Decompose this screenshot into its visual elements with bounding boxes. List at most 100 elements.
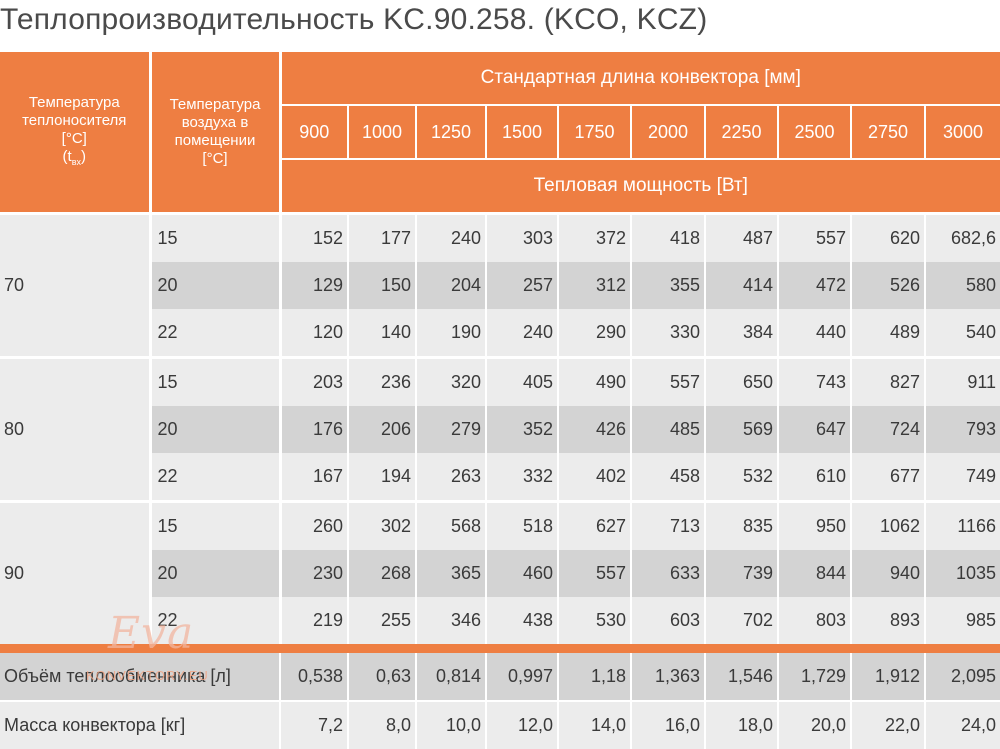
header-length-1500: 1500 <box>486 105 559 160</box>
power-value-cell: 557 <box>778 213 852 262</box>
table-row: 22 219 255 346 438 530 603 702 803 893 985 <box>0 597 1000 644</box>
power-value-cell: 167 <box>280 453 349 503</box>
volume-row-value: 1,363 <box>631 653 706 702</box>
power-value-cell: 203 <box>280 357 349 406</box>
power-value-cell: 204 <box>416 262 487 309</box>
air-temp-cell: 20 <box>150 550 282 597</box>
table-row: 90 15 260 302 568 518 627 713 835 950 1062 1166 <box>0 501 1000 644</box>
power-value-cell: 724 <box>851 406 926 453</box>
header-length-2500: 2500 <box>778 105 852 160</box>
power-value-cell: 610 <box>778 453 852 503</box>
power-value-cell: 489 <box>851 309 926 359</box>
table-row: 22 120 140 190 240 290 330 384 440 489 540 <box>0 309 1000 359</box>
header-length-3000: 3000 <box>925 105 1000 160</box>
mass-row-value: 22,0 <box>851 701 926 749</box>
power-value-cell: 677 <box>851 453 926 503</box>
water-temp-cell: 80 <box>0 357 152 503</box>
power-value-cell: 540 <box>925 309 1000 359</box>
power-value-cell: 518 <box>486 501 559 550</box>
power-value-cell: 682,6 <box>925 213 1000 262</box>
air-temp-cell: 22 <box>150 309 282 359</box>
table-row: 20 176 206 279 352 426 485 569 647 724 793 <box>0 406 1000 453</box>
header-length-1000: 1000 <box>348 105 417 160</box>
power-value-cell: 346 <box>416 597 487 644</box>
power-value-cell: 458 <box>631 453 706 503</box>
power-value-cell: 532 <box>705 453 779 503</box>
power-value-cell: 557 <box>558 550 632 597</box>
power-value-cell: 230 <box>280 550 349 597</box>
table-row: 70 15 152 177 240 303 372 418 487 557 620 682,6 <box>0 213 1000 359</box>
air-temp-cell: 20 <box>150 262 282 309</box>
power-value-cell: 255 <box>348 597 417 644</box>
air-temp-cell: 15 <box>150 501 282 550</box>
volume-row-label: Объём теплообменника [л] <box>0 653 281 702</box>
power-value-cell: 633 <box>631 550 706 597</box>
power-value-cell: 384 <box>705 309 779 359</box>
power-value-cell: 844 <box>778 550 852 597</box>
power-value-cell: 190 <box>416 309 487 359</box>
power-value-cell: 940 <box>851 550 926 597</box>
power-value-cell: 893 <box>851 597 926 644</box>
power-value-cell: 803 <box>778 597 852 644</box>
power-value-cell: 320 <box>416 357 487 406</box>
air-temp-cell: 15 <box>150 357 282 406</box>
mass-row-value: 12,0 <box>486 701 559 749</box>
header-length-900: 900 <box>280 105 349 160</box>
mass-row-label: Масса конвектора [кг] <box>0 701 281 749</box>
power-value-cell: 312 <box>558 262 632 309</box>
power-value-cell: 290 <box>558 309 632 359</box>
power-value-cell: 743 <box>778 357 852 406</box>
water-temp-cell: 70 <box>0 213 152 359</box>
power-value-cell: 365 <box>416 550 487 597</box>
volume-row-value: 2,095 <box>925 653 1000 702</box>
power-value-cell: 472 <box>778 262 852 309</box>
footer-separator <box>0 644 1000 653</box>
power-value-cell: 152 <box>280 213 349 262</box>
power-value-cell: 260 <box>280 501 349 550</box>
volume-row-value: 0,538 <box>280 653 349 702</box>
power-value-cell: 302 <box>348 501 417 550</box>
mass-row-value: 8,0 <box>348 701 417 749</box>
power-value-cell: 440 <box>778 309 852 359</box>
power-value-cell: 176 <box>280 406 349 453</box>
heat-output-table: Температура теплоносителя [°C] (tвх) Тем… <box>0 52 1000 749</box>
header-length-2250: 2250 <box>705 105 779 160</box>
power-value-cell: 580 <box>925 262 1000 309</box>
table-row: 20 129 150 204 257 312 355 414 472 526 580 <box>0 262 1000 309</box>
power-value-cell: 647 <box>778 406 852 453</box>
power-value-cell: 418 <box>631 213 706 262</box>
power-value-cell: 460 <box>486 550 559 597</box>
power-value-cell: 1035 <box>925 550 1000 597</box>
page-title: Теплопроизводительность KC.90.258. (KCO,… <box>0 3 708 36</box>
table-row: 80 15 203 236 320 405 490 557 650 743 827 911 <box>0 357 1000 503</box>
power-value-cell: 177 <box>348 213 417 262</box>
power-value-cell: 303 <box>486 213 559 262</box>
power-value-cell: 129 <box>280 262 349 309</box>
power-value-cell: 194 <box>348 453 417 503</box>
header-length-2000: 2000 <box>631 105 706 160</box>
mass-row: Масса конвектора [кг] 7,2 8,0 10,0 12,0 14,0 1… <box>0 701 1000 749</box>
header-length-1750: 1750 <box>558 105 632 160</box>
volume-row-value: 0,997 <box>486 653 559 702</box>
power-value-cell: 627 <box>558 501 632 550</box>
header-power-title: Тепловая мощность [Вт] <box>280 159 1000 215</box>
power-value-cell: 530 <box>558 597 632 644</box>
mass-row-value: 10,0 <box>416 701 487 749</box>
power-value-cell: 120 <box>280 309 349 359</box>
power-value-cell: 950 <box>778 501 852 550</box>
header-length-title: Стандартная длина конвектора [мм] <box>280 52 1000 106</box>
power-value-cell: 793 <box>925 406 1000 453</box>
mass-row-value: 24,0 <box>925 701 1000 749</box>
power-value-cell: 206 <box>348 406 417 453</box>
power-value-cell: 490 <box>558 357 632 406</box>
power-value-cell: 739 <box>705 550 779 597</box>
power-value-cell: 355 <box>631 262 706 309</box>
water-temp-cell: 90 <box>0 501 152 644</box>
header-water-temp: Температура теплоносителя [°C] (tвх) <box>0 52 152 215</box>
power-value-cell: 1166 <box>925 501 1000 550</box>
air-temp-cell: 22 <box>150 453 282 503</box>
table-row: 20 230 268 365 460 557 633 739 844 940 1035 <box>0 550 1000 597</box>
volume-row-value: 1,912 <box>851 653 926 702</box>
mass-row-value: 14,0 <box>558 701 632 749</box>
volume-row-value: 1,18 <box>558 653 632 702</box>
